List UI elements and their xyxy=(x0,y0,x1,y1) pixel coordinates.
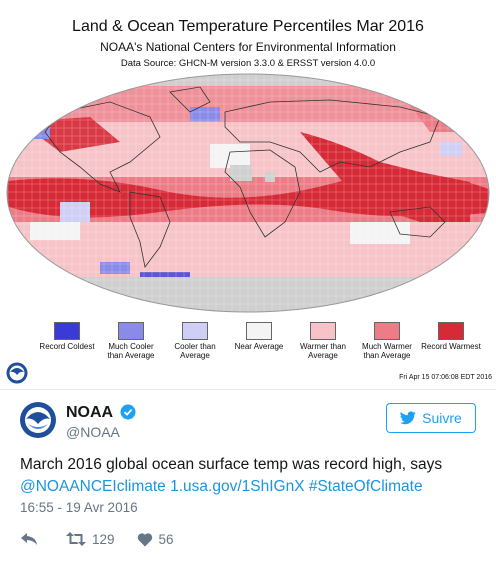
legend-swatch xyxy=(438,322,464,340)
map-timestamp: Fri Apr 15 07:06:08 EDT 2016 xyxy=(399,374,492,381)
follow-button-label: Suivre xyxy=(422,410,462,426)
legend-item: Record Warmest xyxy=(420,322,482,351)
tweet-text-plain: March 2016 global ocean surface temp was… xyxy=(20,456,443,473)
legend-swatch xyxy=(118,322,144,340)
like-button[interactable]: 56 xyxy=(137,532,174,547)
legend-swatch xyxy=(54,322,80,340)
legend-label: Much Warmer than Average xyxy=(362,342,412,360)
url-link[interactable]: 1.usa.gov/1ShIGnX xyxy=(170,478,305,495)
legend-label: Near Average xyxy=(234,342,284,351)
mention-link[interactable]: @NOAANCEIclimate xyxy=(20,478,166,495)
legend-label: Record Warmest xyxy=(421,342,481,351)
like-count: 56 xyxy=(158,531,174,547)
noaa-logo-icon xyxy=(6,362,28,384)
reply-button[interactable] xyxy=(20,531,44,547)
legend-swatch xyxy=(310,322,336,340)
legend-item: Cooler than Average xyxy=(164,322,226,360)
hashtag-link[interactable]: #StateOfClimate xyxy=(308,478,423,495)
world-temperature-map xyxy=(6,73,490,313)
map-source: Data Source: GHCN-M version 3.3.0 & ERSS… xyxy=(120,58,376,69)
verified-badge-icon xyxy=(120,404,136,420)
user-handle[interactable]: @NOAA xyxy=(66,424,120,440)
map-subtitle: NOAA's National Centers for Environmenta… xyxy=(100,40,396,54)
tweet-text: March 2016 global ocean surface temp was… xyxy=(20,454,480,498)
legend-label: Warmer than Average xyxy=(300,342,346,360)
legend-item: Warmer than Average xyxy=(292,322,354,360)
follow-button[interactable]: Suivre xyxy=(386,403,476,433)
reply-icon xyxy=(21,533,37,545)
retweet-icon xyxy=(66,532,86,546)
heart-icon xyxy=(137,532,152,546)
tweet-media-image[interactable]: Land & Ocean Temperature Percentiles Mar… xyxy=(0,0,496,390)
legend-swatch xyxy=(374,322,400,340)
map-title: Land & Ocean Temperature Percentiles Mar… xyxy=(72,18,424,35)
retweet-count: 129 xyxy=(92,531,115,547)
user-name[interactable]: NOAA xyxy=(66,404,114,421)
avatar[interactable] xyxy=(20,402,56,438)
legend-swatch xyxy=(182,322,208,340)
twitter-bird-icon xyxy=(400,411,416,425)
tweet-body: NOAA @NOAA Suivre March 2016 global ocea… xyxy=(0,391,496,561)
tweet-timestamp[interactable]: 16:55 - 19 Avr 2016 xyxy=(20,500,138,515)
legend-label: Much Cooler than Average xyxy=(107,342,155,360)
legend-swatch xyxy=(246,322,272,340)
legend-item: Much Warmer than Average xyxy=(356,322,418,360)
legend-item: Record Coldest xyxy=(36,322,98,351)
legend-item: Near Average xyxy=(228,322,290,351)
tweet-actions: 129 56 xyxy=(20,529,196,549)
legend-item: Much Cooler than Average xyxy=(100,322,162,360)
legend-label: Record Coldest xyxy=(39,342,95,351)
map-legend: Record Coldest Much Cooler than Average … xyxy=(36,322,481,372)
legend-label: Cooler than Average xyxy=(174,342,216,360)
retweet-button[interactable]: 129 xyxy=(66,531,115,547)
